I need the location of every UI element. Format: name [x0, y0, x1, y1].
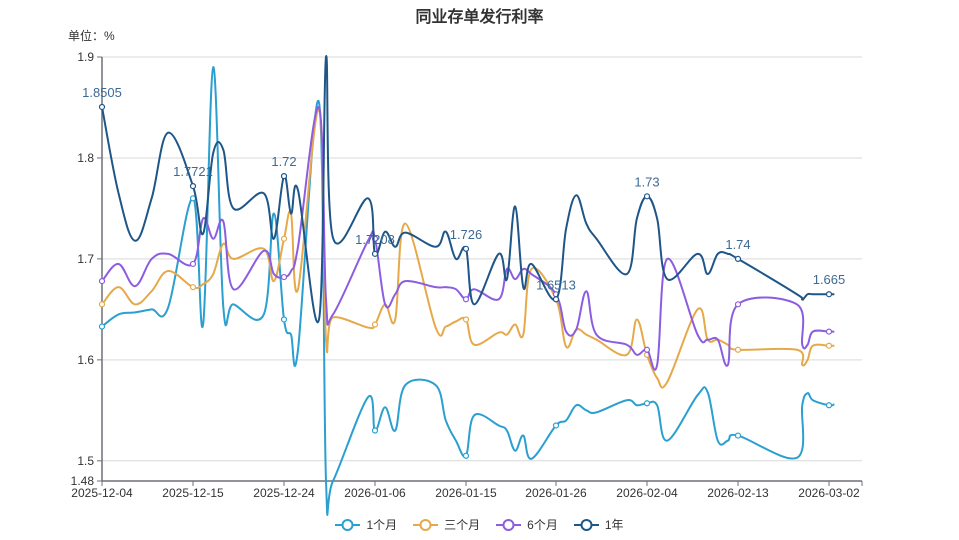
legend-item-1m[interactable]: 1个月 [335, 516, 397, 533]
legend-line-circle-icon [335, 518, 361, 532]
data-label: 1.74 [725, 237, 750, 252]
data-point-marker[interactable] [643, 400, 651, 407]
y-tick-label: 1.5 [77, 454, 94, 468]
x-tick-label: 2025-12-15 [162, 486, 224, 500]
legend-line-circle-icon [413, 518, 439, 532]
data-point-marker[interactable] [462, 245, 470, 252]
data-point-marker[interactable] [734, 432, 742, 439]
data-point-marker[interactable] [462, 296, 470, 303]
y-tick-label: 1.8 [77, 151, 94, 165]
data-point-marker[interactable] [643, 346, 651, 353]
data-point-marker[interactable] [98, 278, 106, 285]
x-tick-label: 2025-12-04 [71, 486, 133, 500]
data-point-marker[interactable] [462, 452, 470, 459]
series-line[interactable] [101, 66, 835, 516]
legend-line-circle-icon [496, 518, 522, 532]
data-label: 1.73 [634, 174, 659, 189]
y-axis-unit-label: 单位：% [68, 29, 115, 43]
data-point-marker[interactable] [371, 321, 379, 328]
data-point-marker[interactable] [189, 183, 197, 190]
data-label: 1.726 [450, 227, 483, 242]
data-point-marker[interactable] [825, 342, 833, 349]
y-tick-label: 1.7 [77, 252, 94, 266]
data-label: 1.6513 [536, 277, 576, 292]
data-point-marker[interactable] [825, 328, 833, 335]
data-point-marker[interactable] [98, 301, 106, 308]
data-point-marker[interactable] [280, 273, 288, 281]
data-label: 1.7208 [355, 232, 395, 247]
legend: 1个月 三个月 6个月 1年 [0, 516, 959, 533]
legend-label: 1年 [604, 518, 624, 532]
data-point-marker[interactable] [280, 235, 288, 242]
legend-item-3m[interactable]: 三个月 [413, 516, 480, 533]
legend-label: 1个月 [366, 518, 398, 532]
data-point-marker[interactable] [189, 260, 197, 268]
y-tick-label: 1.6 [77, 353, 94, 367]
data-point-marker[interactable] [280, 316, 288, 323]
data-point-marker[interactable] [552, 296, 560, 303]
data-point-marker[interactable] [98, 103, 106, 111]
data-point-marker[interactable] [189, 284, 197, 291]
data-point-marker[interactable] [462, 316, 470, 323]
data-point-marker[interactable] [825, 291, 833, 298]
y-tick-label: 1.48 [71, 474, 95, 488]
legend-label: 三个月 [444, 518, 481, 532]
y-tick-label: 1.9 [77, 50, 94, 64]
legend-item-1y[interactable]: 1年 [573, 516, 624, 533]
data-point-marker[interactable] [98, 323, 106, 330]
x-tick-label: 2026-01-26 [525, 486, 587, 500]
chart-title: 同业存单发行利率 [415, 9, 544, 26]
data-label: 1.72 [271, 154, 296, 169]
data-point-marker[interactable] [734, 301, 742, 308]
x-tick-label: 2025-12-24 [253, 486, 315, 500]
data-label: 1.7721 [173, 164, 213, 179]
x-tick-label: 2026-03-02 [798, 486, 860, 500]
legend-line-circle-icon [573, 518, 599, 532]
legend-label: 6个月 [527, 518, 558, 532]
data-point-marker[interactable] [371, 427, 379, 434]
data-point-marker[interactable] [280, 173, 288, 180]
x-tick-label: 2026-01-15 [435, 486, 497, 500]
x-tick-label: 2026-02-13 [707, 486, 769, 500]
data-point-marker[interactable] [552, 422, 560, 429]
data-point-marker[interactable] [643, 193, 651, 200]
data-point-marker[interactable] [734, 255, 742, 263]
data-point-marker[interactable] [825, 402, 833, 409]
series-line[interactable] [101, 108, 835, 389]
data-point-marker[interactable] [734, 346, 742, 353]
x-tick-label: 2026-02-04 [616, 486, 678, 500]
data-point-marker[interactable] [371, 250, 379, 257]
data-label: 1.8505 [82, 85, 122, 100]
x-tick-label: 2026-01-06 [344, 486, 406, 500]
legend-item-6m[interactable]: 6个月 [496, 516, 558, 533]
series-line[interactable] [101, 55, 835, 324]
data-label: 1.665 [813, 272, 846, 287]
